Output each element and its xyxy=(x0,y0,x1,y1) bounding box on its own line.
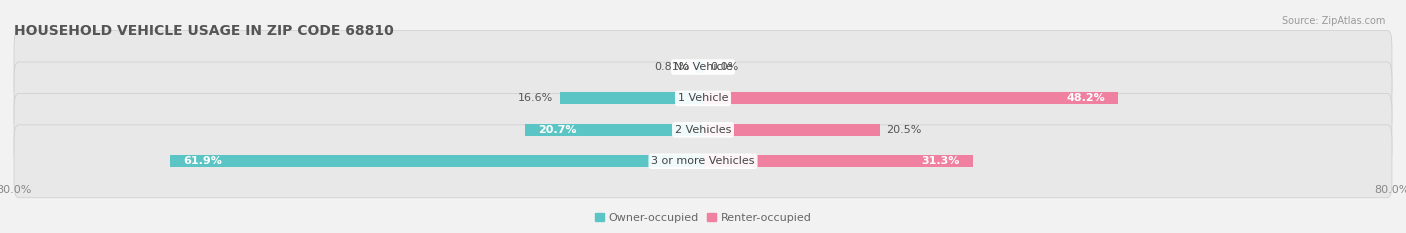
Text: 3 or more Vehicles: 3 or more Vehicles xyxy=(651,156,755,166)
Bar xyxy=(560,93,703,104)
Text: 31.3%: 31.3% xyxy=(921,156,960,166)
Bar xyxy=(703,155,973,167)
Text: 61.9%: 61.9% xyxy=(183,156,222,166)
Text: No Vehicle: No Vehicle xyxy=(673,62,733,72)
Text: 0.0%: 0.0% xyxy=(710,62,738,72)
Bar xyxy=(703,124,880,136)
FancyBboxPatch shape xyxy=(14,31,1392,103)
Text: Source: ZipAtlas.com: Source: ZipAtlas.com xyxy=(1281,16,1385,26)
Text: 48.2%: 48.2% xyxy=(1066,93,1105,103)
Text: 16.6%: 16.6% xyxy=(517,93,553,103)
FancyBboxPatch shape xyxy=(14,62,1392,135)
Text: 20.5%: 20.5% xyxy=(886,125,922,135)
Bar xyxy=(703,93,1118,104)
Bar xyxy=(696,61,703,73)
Bar xyxy=(524,124,703,136)
Text: 0.81%: 0.81% xyxy=(654,62,689,72)
Legend: Owner-occupied, Renter-occupied: Owner-occupied, Renter-occupied xyxy=(591,209,815,228)
Text: 2 Vehicles: 2 Vehicles xyxy=(675,125,731,135)
Bar xyxy=(170,155,703,167)
Text: HOUSEHOLD VEHICLE USAGE IN ZIP CODE 68810: HOUSEHOLD VEHICLE USAGE IN ZIP CODE 6881… xyxy=(14,24,394,38)
Text: 20.7%: 20.7% xyxy=(537,125,576,135)
Text: 1 Vehicle: 1 Vehicle xyxy=(678,93,728,103)
FancyBboxPatch shape xyxy=(14,125,1392,198)
FancyBboxPatch shape xyxy=(14,93,1392,166)
